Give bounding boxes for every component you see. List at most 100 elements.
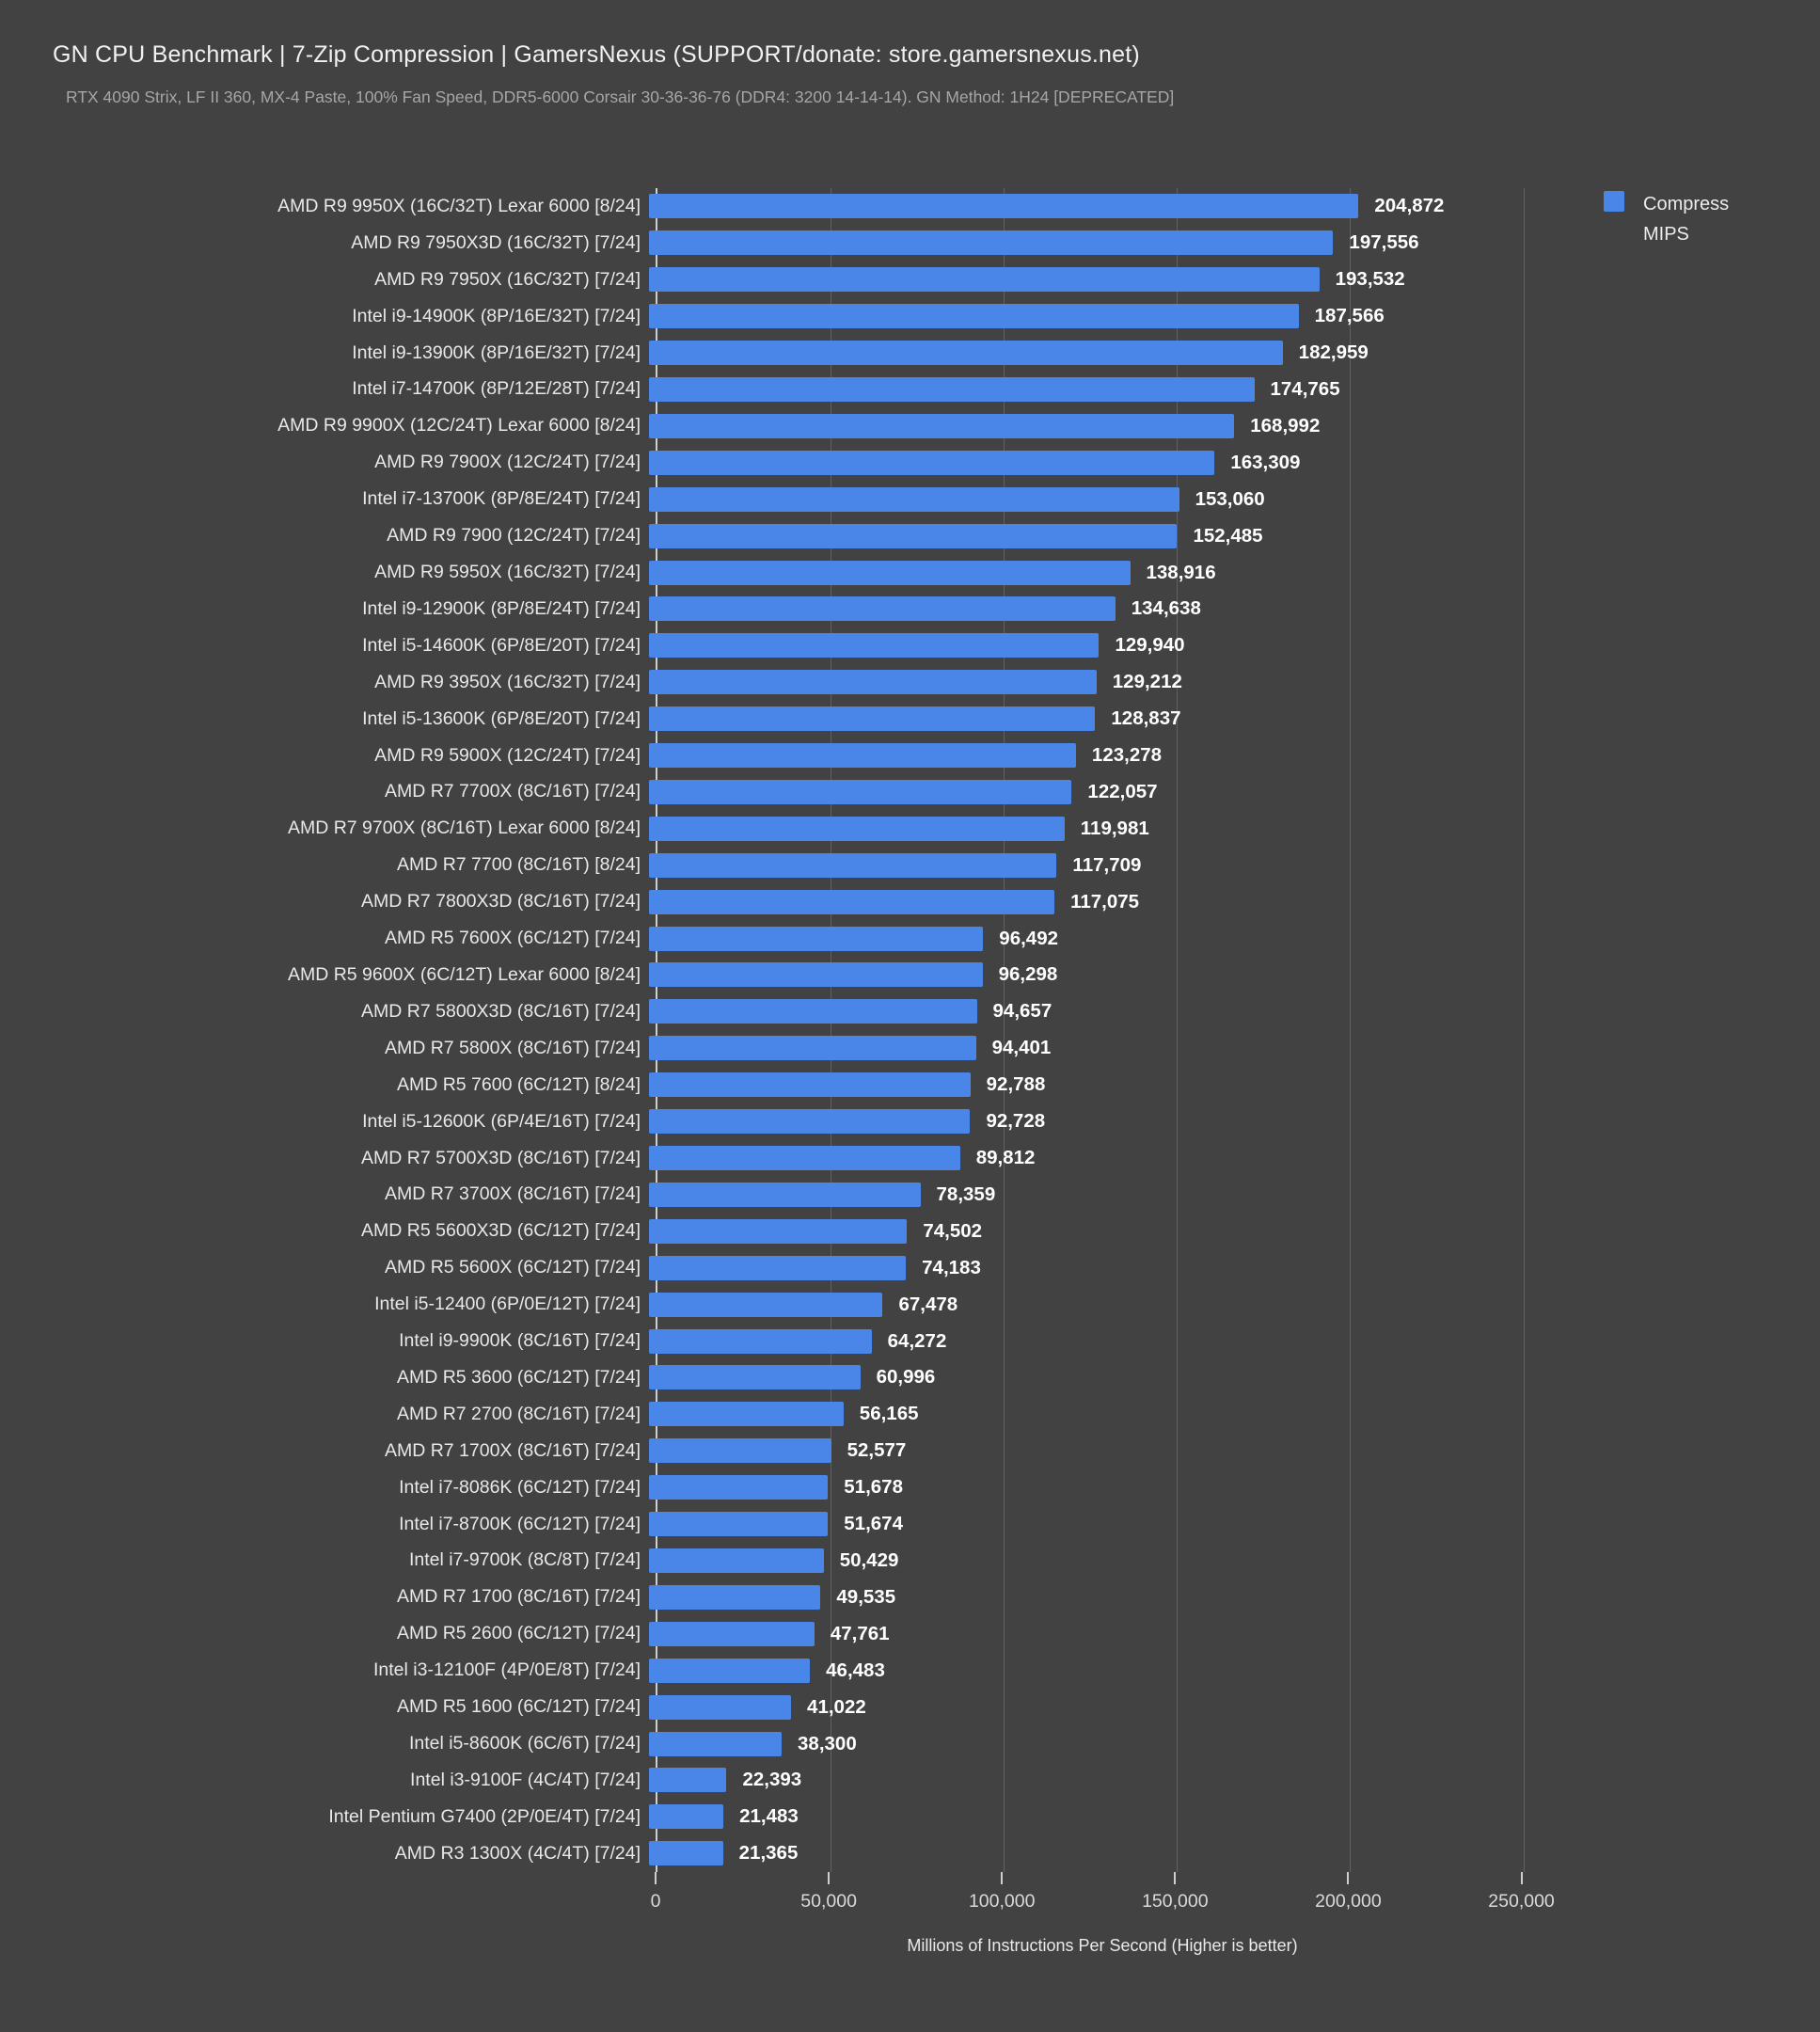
category-label: AMD R5 9600X (6C/12T) Lexar 6000 [8/24] (287, 963, 641, 985)
page-title: GN CPU Benchmark | 7-Zip Compression | G… (53, 41, 1140, 68)
bar-track: 129,212 (649, 664, 1543, 701)
bar-track: 21,483 (649, 1799, 1543, 1835)
bar-track: 92,728 (649, 1103, 1543, 1140)
category-label: AMD R7 1700X (8C/16T) [7/24] (384, 1439, 641, 1461)
bar-track: 74,183 (649, 1249, 1543, 1286)
bar (649, 926, 984, 951)
category-label: Intel i9-9900K (8C/16T) [7/24] (399, 1330, 641, 1352)
value-label: 92,728 (986, 1110, 1046, 1133)
category-label: AMD R5 1600 (6C/12T) [7/24] (396, 1696, 641, 1718)
value-label: 119,981 (1080, 817, 1149, 839)
bar-track: 197,556 (649, 225, 1543, 262)
x-tick-label: 50,000 (800, 1891, 857, 1912)
category-label: AMD R9 7900 (12C/24T) [7/24] (387, 525, 641, 547)
category-label: Intel i7-8700K (6C/12T) [7/24] (399, 1513, 641, 1534)
x-tick (655, 1872, 657, 1884)
bar-row: AMD R9 5900X (12C/24T) [7/24] 123,278 (0, 738, 1820, 774)
bar (649, 1548, 824, 1573)
value-label: 197,556 (1349, 231, 1419, 254)
category-label: AMD R7 5800X (8C/16T) [7/24] (384, 1037, 641, 1058)
bar-row: AMD R5 7600X (6C/12T) [7/24] 96,492 (0, 920, 1820, 957)
value-label: 52,577 (847, 1439, 907, 1462)
value-label: 129,940 (1115, 634, 1185, 657)
value-label: 51,674 (844, 1513, 903, 1535)
bar-track: 117,709 (649, 847, 1543, 883)
bar-row: Intel i5-14600K (6P/8E/20T) [7/24] 129,9… (0, 627, 1820, 664)
value-label: 64,272 (887, 1329, 947, 1352)
bar-row: AMD R5 9600X (6C/12T) Lexar 6000 [8/24] … (0, 957, 1820, 993)
category-label: AMD R7 5700X3D (8C/16T) [7/24] (361, 1147, 641, 1168)
value-label: 96,492 (999, 927, 1058, 949)
bar (649, 999, 977, 1024)
category-label: AMD R9 5900X (12C/24T) [7/24] (374, 744, 641, 766)
bar-row: AMD R9 9950X (16C/32T) Lexar 6000 [8/24]… (0, 188, 1820, 225)
bar-track: 51,674 (649, 1506, 1543, 1543)
bar (649, 1328, 872, 1354)
bar (649, 816, 1065, 841)
bar-track: 204,872 (649, 188, 1543, 225)
legend: Compress MIPS (1604, 189, 1754, 249)
value-label: 56,165 (859, 1403, 919, 1425)
bar-row: Intel i5-12400 (6P/0E/12T) [7/24] 67,478 (0, 1286, 1820, 1323)
value-label: 182,959 (1298, 341, 1369, 364)
category-label: Intel i5-14600K (6P/8E/20T) [7/24] (362, 634, 641, 656)
category-label: AMD R9 3950X (16C/32T) [7/24] (374, 671, 641, 692)
bar-row: AMD R9 5950X (16C/32T) [7/24] 138,916 (0, 554, 1820, 591)
bar (649, 1621, 815, 1646)
plot-area (656, 188, 1551, 1872)
x-tick (1520, 1872, 1523, 1884)
bar (649, 560, 1131, 585)
x-tick-label: 0 (650, 1891, 661, 1912)
category-label: AMD R5 7600 (6C/12T) [8/24] (396, 1073, 641, 1095)
chart-subtitle: RTX 4090 Strix, LF II 360, MX-4 Paste, 1… (66, 87, 1175, 106)
bar-track: 60,996 (649, 1359, 1543, 1396)
category-label: AMD R7 2700 (8C/16T) [7/24] (396, 1403, 641, 1424)
bar (649, 1146, 960, 1171)
category-label: Intel Pentium G7400 (2P/0E/4T) [7/24] (328, 1805, 641, 1827)
value-label: 128,837 (1111, 707, 1181, 730)
value-label: 187,566 (1314, 305, 1385, 327)
bar-row: AMD R7 9700X (8C/16T) Lexar 6000 [8/24] … (0, 810, 1820, 847)
bar-track: 47,761 (649, 1615, 1543, 1652)
category-label: AMD R7 5800X3D (8C/16T) [7/24] (361, 1000, 641, 1022)
bar (649, 1182, 921, 1207)
value-label: 152,485 (1193, 524, 1263, 547)
bar-track: 67,478 (649, 1286, 1543, 1323)
value-label: 60,996 (876, 1366, 936, 1389)
bar (649, 413, 1235, 438)
value-label: 123,278 (1091, 744, 1163, 767)
bar-row: AMD R5 3600 (6C/12T) [7/24] 60,996 (0, 1359, 1820, 1396)
legend-label: Compress MIPS (1643, 194, 1730, 245)
bar-row: AMD R7 7700 (8C/16T) [8/24] 117,709 (0, 847, 1820, 883)
bar (649, 1402, 844, 1427)
category-label: AMD R7 3700X (8C/16T) [7/24] (384, 1183, 641, 1205)
bar (649, 1218, 908, 1244)
bar-row: AMD R5 1600 (6C/12T) [7/24] 41,022 (0, 1689, 1820, 1725)
value-label: 168,992 (1250, 414, 1321, 437)
bar-row: Intel i3-9100F (4C/4T) [7/24] 22,393 (0, 1762, 1820, 1799)
value-label: 94,401 (991, 1037, 1052, 1059)
category-label: Intel i5-8600K (6C/6T) [7/24] (408, 1733, 641, 1754)
x-tick-label: 150,000 (1142, 1891, 1209, 1912)
bar (649, 962, 983, 988)
bar (649, 1255, 907, 1280)
value-label: 74,502 (923, 1219, 983, 1242)
bar-row: AMD R3 1300X (4C/4T) [7/24] 21,365 (0, 1835, 1820, 1872)
category-label: AMD R5 5600X3D (6C/12T) [7/24] (361, 1220, 641, 1242)
bar-row: Intel i9-12900K (8P/8E/24T) [7/24] 134,6… (0, 591, 1820, 627)
bar (649, 1292, 883, 1317)
bar-track: 41,022 (649, 1689, 1543, 1725)
category-label: AMD R5 3600 (6C/12T) [7/24] (396, 1366, 641, 1388)
category-label: AMD R9 9950X (16C/32T) Lexar 6000 [8/24] (277, 195, 641, 216)
value-label: 49,535 (836, 1585, 896, 1608)
bar-row: AMD R5 2600 (6C/12T) [7/24] 47,761 (0, 1615, 1820, 1652)
value-label: 22,393 (742, 1769, 802, 1791)
bar-row: Intel i7-8086K (6C/12T) [7/24] 51,678 (0, 1469, 1820, 1506)
value-label: 89,812 (975, 1147, 1036, 1169)
bar (649, 1475, 829, 1500)
bar-row: AMD R7 1700X (8C/16T) [7/24] 52,577 (0, 1433, 1820, 1469)
category-label: Intel i5-12400 (6P/0E/12T) [7/24] (374, 1294, 641, 1315)
value-label: 50,429 (839, 1548, 899, 1571)
category-label: Intel i7-9700K (8C/8T) [7/24] (408, 1549, 641, 1571)
bar-row: Intel i7-14700K (8P/12E/28T) [7/24] 174,… (0, 372, 1820, 408)
